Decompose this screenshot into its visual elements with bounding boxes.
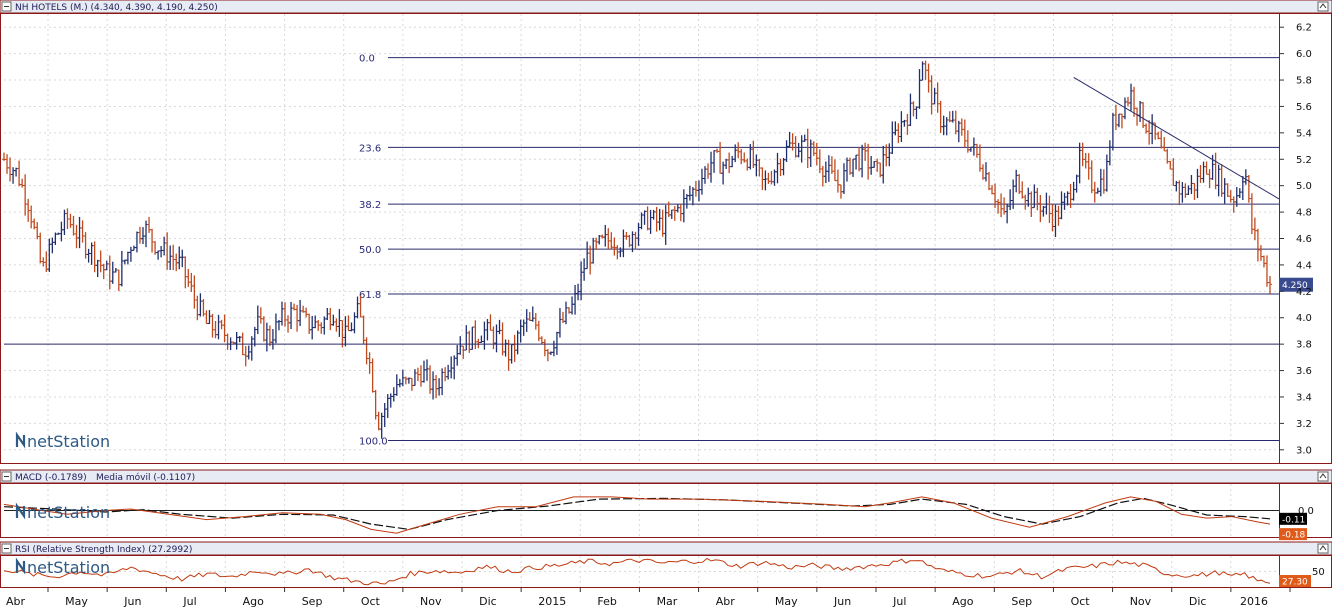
y-tick-label: 3.6 [1296, 366, 1312, 377]
y-tick-label: 3.4 [1296, 392, 1312, 403]
x-tick-label: Oct [1071, 595, 1091, 608]
y-tick-label: 5.4 [1296, 128, 1312, 139]
x-tick-label: Mar [657, 595, 678, 608]
price-y-axis: 3.0 3.2 3.4 3.6 3.8 4.0 4.2 4.4 4.6 4.8 5.0 5.2 5.4 5… [1279, 23, 1312, 456]
price-bars [2, 60, 1272, 439]
y-tick-label: 4.0 [1296, 313, 1312, 324]
rsi-line [3, 557, 1271, 586]
y-tick-label: 3.2 [1296, 419, 1312, 430]
macd-signal-badge [1279, 512, 1307, 525]
x-tick-label: 2015 [538, 595, 566, 608]
y-tick-label: 4.2 [1296, 287, 1312, 298]
x-tick-label: Feb [597, 595, 616, 608]
y-tick-label: 4.4 [1296, 260, 1312, 271]
price-expand-button[interactable] [1317, 1, 1329, 12]
y-tick-label: 4.6 [1296, 234, 1312, 245]
last-price-badge-text: 4.250 [1282, 281, 1308, 291]
macd-y-tick-label: 0.0 [1298, 506, 1314, 517]
rsi-panel-title: RSI (Relative Strength Index) (27.2992) [15, 545, 192, 555]
last-price-badge [1279, 277, 1313, 292]
fibonacci-layer: 0.0 23.6 38.2 50.0 61.8 100.0 [359, 54, 1279, 448]
fibonacci-label: 100.0 [359, 437, 388, 448]
macd-badge [1279, 528, 1307, 541]
x-tick-label: Ago [243, 595, 265, 608]
netstation-logo-icon [15, 431, 26, 449]
rsi-collapse-button[interactable] [1, 543, 12, 554]
trendline [1073, 76, 1280, 200]
macd-header [0, 469, 1332, 484]
macd-collapse-button[interactable] [1, 471, 12, 482]
x-tick-label: Dic [479, 595, 497, 608]
x-axis: Abr May Jun Jul Ago Sep Oct Nov Dic 2015 Feb Mar Abr… [6, 588, 1291, 608]
netstation-logo-price: netStation [15, 431, 110, 451]
macd-badge-text: -0.18 [1282, 531, 1306, 541]
x-tick-label: 2016 [1240, 595, 1268, 608]
netstation-logo-icon [15, 557, 26, 575]
x-tick-label: Sep [1011, 595, 1032, 608]
x-tick-label: Jun [833, 595, 851, 608]
macd-line [3, 496, 1271, 534]
netstation-logo-icon [15, 502, 26, 520]
price-collapse-button[interactable] [1, 1, 12, 12]
x-tick-label: Abr [6, 595, 26, 608]
rsi-badge [1279, 575, 1311, 587]
macd-panel-title: MACD (-0.1789) [15, 473, 87, 483]
x-tick-label: Jul [892, 595, 906, 608]
macd-layer: 0.0-0.11 -0.18 [3, 496, 1314, 541]
price-panel-title: NH HOTELS (M.) (4.340, 4.390, 4.190, 4.2… [15, 3, 218, 13]
y-tick-label: 3.0 [1296, 445, 1312, 456]
fibonacci-label: 50.0 [359, 245, 381, 256]
netstation-logo-rsi: netStation [15, 557, 110, 577]
netstation-logo-macd: netStation [15, 502, 110, 522]
netstation-logo-text: netStation [27, 558, 110, 577]
netstation-logo-text: netStation [27, 503, 110, 522]
fibonacci-label: 23.6 [359, 143, 381, 154]
rsi-y-tick-label: 50 [1312, 567, 1325, 578]
y-tick-label: 6.2 [1296, 23, 1312, 34]
x-tick-label: Jul [182, 595, 196, 608]
fibonacci-label: 61.8 [359, 290, 381, 301]
x-tick-label: Dic [1189, 595, 1207, 608]
x-tick-label: May [65, 595, 88, 608]
y-tick-label: 3.8 [1296, 340, 1312, 351]
x-tick-label: May [775, 595, 798, 608]
y-tick-label: 4.8 [1296, 208, 1312, 219]
macd-signal-title: Media móvil (-0.1107) [96, 472, 195, 483]
y-tick-label: 5.0 [1296, 181, 1312, 192]
x-tick-label: Oct [361, 595, 381, 608]
x-tick-label: Jun [123, 595, 141, 608]
rsi-expand-button[interactable] [1317, 543, 1329, 554]
fibonacci-label: 38.2 [359, 200, 381, 211]
rsi-header [0, 541, 1332, 556]
y-tick-label: 5.8 [1296, 76, 1312, 87]
y-tick-label: 5.2 [1296, 155, 1312, 166]
x-tick-label: Nov [420, 595, 442, 608]
rsi-badge-text: 27.30 [1282, 578, 1308, 588]
macd-signal-badge-text: -0.11 [1282, 515, 1305, 525]
overlay-layer: 4.250 [4, 76, 1313, 345]
y-tick-label: 6.0 [1296, 49, 1312, 60]
macd-expand-button[interactable] [1317, 471, 1329, 482]
macd-signal-line [3, 497, 1271, 531]
x-tick-label: Sep [302, 595, 323, 608]
fibonacci-label: 0.0 [359, 54, 375, 65]
rsi-layer: 50 27.30 [3, 557, 1325, 588]
x-tick-label: Ago [952, 595, 974, 608]
netstation-logo-text: netStation [27, 432, 110, 451]
y-tick-label: 5.6 [1296, 102, 1312, 113]
x-tick-label: Abr [716, 595, 736, 608]
x-tick-label: Nov [1130, 595, 1152, 608]
